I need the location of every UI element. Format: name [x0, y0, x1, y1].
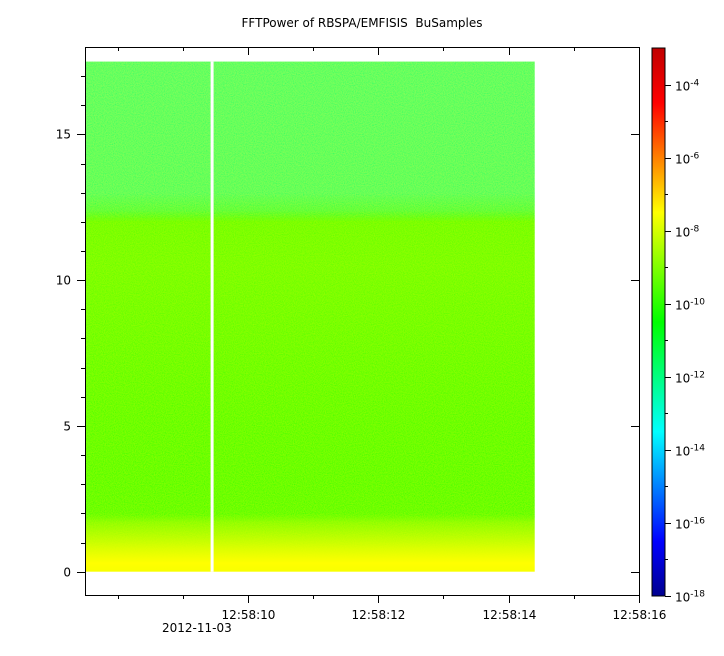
- colorbar-tick-label: 10-14: [675, 444, 705, 459]
- x-tick-label: 12:58:16: [613, 608, 667, 622]
- y-axis: 0 5 10 15: [56, 76, 639, 580]
- x-axis: 12:58:10 12:58:12 12:58:14 12:58:16: [118, 47, 667, 622]
- y-tick-label: 0: [63, 566, 71, 580]
- data-gap: [210, 61, 214, 572]
- chart-title: FFTPower of RBSPA/EMFISIS BuSamples: [241, 16, 483, 30]
- colorbar-tick-label: 10-6: [675, 152, 700, 167]
- spectrogram-image: [85, 61, 535, 572]
- colorbar-tick-label: 10-16: [675, 517, 705, 532]
- spectrogram-heatmap: [85, 61, 535, 572]
- colorbar-tick-label: 10-4: [675, 79, 700, 94]
- x-tick-label: 12:58:12: [352, 608, 406, 622]
- colorbar: 10-4 10-6 10-8 10-10 10-12 10-14 10-16 10-18: [651, 47, 705, 605]
- x-tick-label: 12:58:10: [222, 608, 276, 622]
- y-tick-label: 10: [56, 274, 71, 288]
- y-tick-label: 15: [56, 128, 71, 142]
- colorbar-tick-label: 10-12: [675, 371, 705, 386]
- colorbar-gradient: [651, 47, 666, 597]
- x-tick-label: 12:58:14: [483, 608, 537, 622]
- colorbar-tick-label: 10-18: [675, 590, 705, 605]
- y-tick-label: 5: [63, 420, 71, 434]
- plot-frame: [85, 47, 640, 596]
- x-axis-date-label: 2012-11-03: [162, 621, 232, 635]
- colorbar-tick-label: 10-10: [675, 298, 705, 313]
- colorbar-tick-label: 10-8: [675, 225, 700, 240]
